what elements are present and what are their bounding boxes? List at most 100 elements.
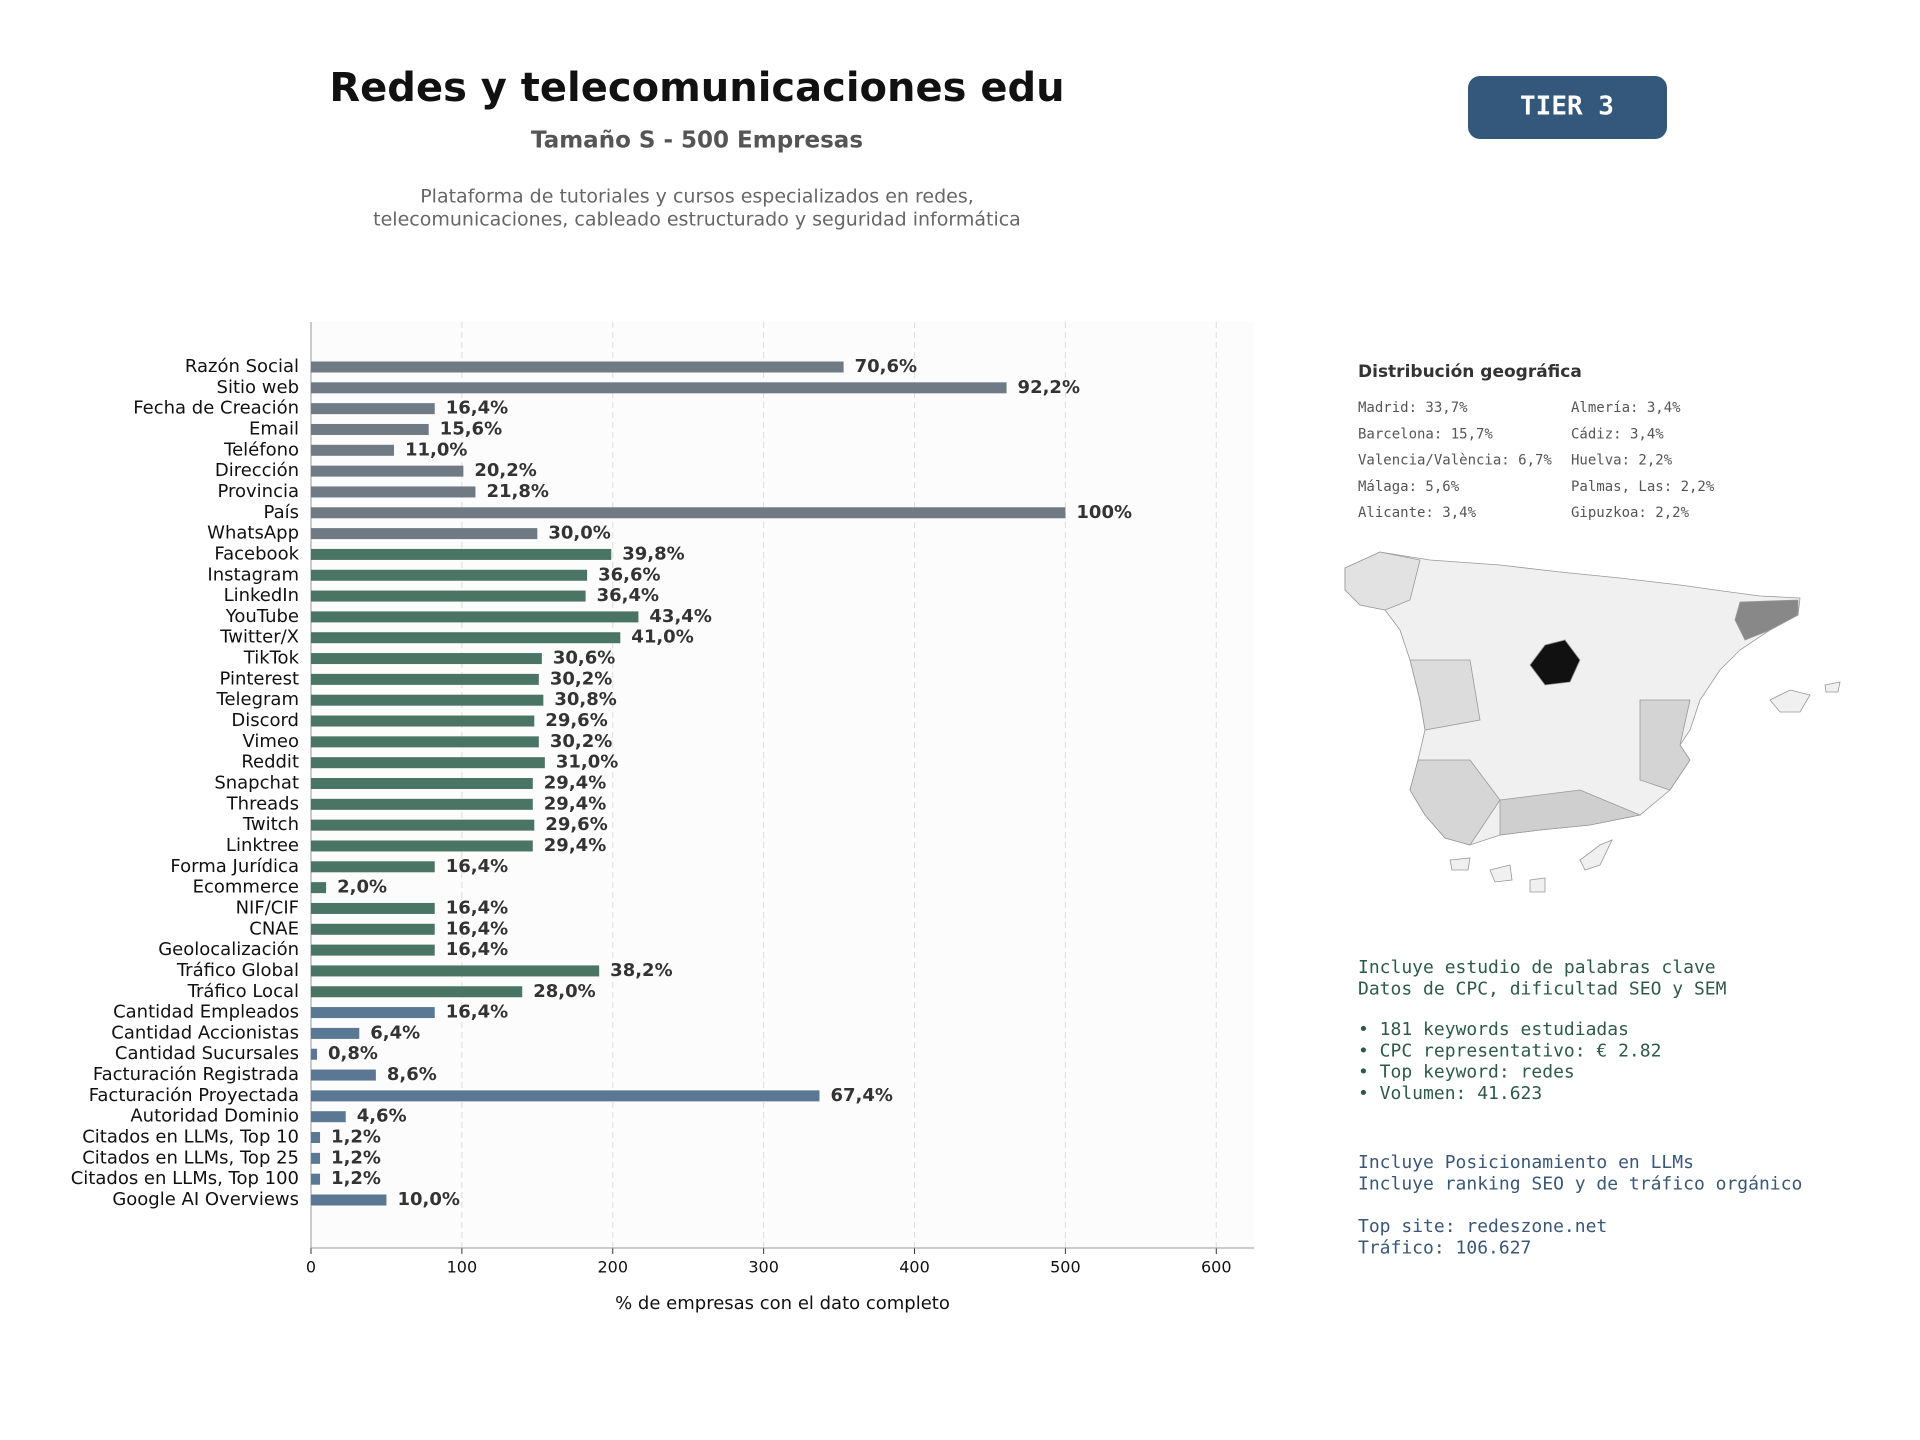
- badge-text: TIER 3: [1520, 92, 1614, 122]
- y-tick-label: Google AI Overviews: [112, 1189, 299, 1210]
- y-tick-label: Forma Jurídica: [170, 856, 299, 877]
- y-tick-label: Discord: [231, 710, 299, 731]
- value-label: 43,4%: [649, 606, 711, 627]
- y-tick-label: Tráfico Global: [176, 960, 299, 981]
- value-label: 0,8%: [328, 1043, 378, 1064]
- value-label: 36,4%: [597, 585, 659, 606]
- y-tick-label: Teléfono: [223, 439, 299, 460]
- geo-item: Madrid: 33,7%: [1358, 400, 1468, 416]
- y-tick-label: Email: [249, 418, 299, 439]
- value-label: 38,2%: [610, 960, 672, 981]
- geo-item: Alicante: 3,4%: [1358, 505, 1477, 521]
- y-tick-label: Sitio web: [217, 377, 299, 398]
- bar: [311, 382, 1007, 394]
- bar: [311, 423, 429, 435]
- bar: [311, 923, 435, 935]
- value-label: 29,4%: [544, 773, 606, 794]
- value-label: 29,4%: [544, 793, 606, 814]
- bar: [311, 632, 621, 644]
- value-label: 30,2%: [550, 668, 612, 689]
- bar: [311, 944, 435, 956]
- description: Plataforma de tutoriales y cursos especi…: [420, 186, 974, 208]
- value-label: 4,6%: [357, 1106, 407, 1127]
- geo-item: Barcelona: 15,7%: [1358, 426, 1493, 442]
- bar: [311, 590, 586, 602]
- note-line: Tráfico: 106.627: [1358, 1237, 1531, 1258]
- y-tick-label: Snapchat: [214, 773, 299, 794]
- bar: [311, 1007, 435, 1019]
- bar: [311, 569, 588, 581]
- geo-item: Cádiz: 3,4%: [1571, 426, 1664, 442]
- y-tick-label: Linktree: [226, 835, 299, 856]
- value-label: 29,6%: [545, 710, 607, 731]
- value-label: 67,4%: [830, 1085, 892, 1106]
- x-tick-label: 0: [306, 1258, 316, 1277]
- y-tick-label: Provincia: [217, 481, 299, 502]
- y-tick-label: Dirección: [215, 460, 299, 481]
- bar: [311, 1069, 376, 1081]
- bar: [311, 694, 544, 706]
- x-tick-label: 600: [1201, 1258, 1232, 1277]
- y-tick-label: Autoridad Dominio: [130, 1106, 299, 1127]
- value-label: 36,6%: [598, 564, 660, 585]
- bar: [311, 1152, 321, 1164]
- bar: [311, 736, 539, 748]
- note-line: • 181 keywords estudiadas: [1358, 1019, 1629, 1040]
- value-label: 29,4%: [544, 835, 606, 856]
- bar: [311, 840, 533, 852]
- y-tick-label: TikTok: [243, 648, 300, 669]
- value-label: 39,8%: [622, 543, 684, 564]
- y-tick-label: Citados en LLMs, Top 25: [82, 1147, 299, 1168]
- y-tick-label: Geolocalización: [158, 939, 299, 960]
- y-tick-label: Cantidad Sucursales: [115, 1043, 299, 1064]
- x-tick-label: 500: [1050, 1258, 1081, 1277]
- x-tick-label: 400: [899, 1258, 930, 1277]
- bar: [311, 1090, 820, 1102]
- y-tick-label: WhatsApp: [207, 523, 299, 544]
- y-tick-label: Reddit: [241, 752, 299, 773]
- bar: [311, 798, 533, 810]
- geo-item: Málaga: 5,6%: [1358, 479, 1460, 495]
- value-label: 1,2%: [331, 1127, 381, 1148]
- y-tick-label: Fecha de Creación: [133, 398, 299, 419]
- bar: [311, 528, 538, 540]
- y-tick-label: País: [264, 502, 299, 523]
- note-line: Incluye Posicionamiento en LLMs: [1358, 1152, 1694, 1173]
- value-label: 15,6%: [440, 418, 502, 439]
- x-tick-label: 200: [597, 1258, 628, 1277]
- value-label: 16,4%: [446, 939, 508, 960]
- y-tick-label: LinkedIn: [224, 585, 299, 606]
- geo-item: Palmas, Las: 2,2%: [1571, 479, 1715, 495]
- bar: [311, 1048, 318, 1060]
- x-axis-label: % de empresas con el dato completo: [615, 1293, 950, 1314]
- map: [1344, 551, 1841, 893]
- y-tick-label: YouTube: [225, 606, 299, 627]
- bar: [311, 1111, 346, 1123]
- value-label: 20,2%: [474, 460, 536, 481]
- y-tick-label: Telegram: [216, 689, 299, 710]
- bar: [311, 465, 464, 477]
- geo-title: Distribución geográfica: [1358, 362, 1582, 382]
- y-tick-label: Facebook: [214, 543, 299, 564]
- value-label: 30,2%: [550, 731, 612, 752]
- y-tick-label: NIF/CIF: [236, 897, 299, 918]
- geo-item: Valencia/València: 6,7%: [1358, 453, 1552, 469]
- value-label: 16,4%: [446, 1002, 508, 1023]
- note-line: Datos de CPC, dificultad SEO y SEM: [1358, 978, 1727, 999]
- y-tick-label: CNAE: [249, 918, 299, 939]
- note-line: • CPC representativo: € 2.82: [1358, 1040, 1661, 1061]
- note-line: Incluye ranking SEO y de tráfico orgánic…: [1358, 1173, 1802, 1194]
- y-tick-label: Razón Social: [185, 356, 299, 377]
- bar: [311, 1173, 321, 1185]
- value-label: 8,6%: [387, 1064, 437, 1085]
- x-tick-label: 300: [748, 1258, 779, 1277]
- bar: [311, 1194, 387, 1206]
- bar: [311, 757, 545, 769]
- value-label: 16,4%: [446, 856, 508, 877]
- y-tick-label: Citados en LLMs, Top 100: [71, 1168, 299, 1189]
- bar: [311, 653, 542, 665]
- value-label: 70,6%: [855, 356, 917, 377]
- y-tick-label: Twitch: [242, 814, 299, 835]
- y-tick-label: Twitter/X: [219, 627, 299, 648]
